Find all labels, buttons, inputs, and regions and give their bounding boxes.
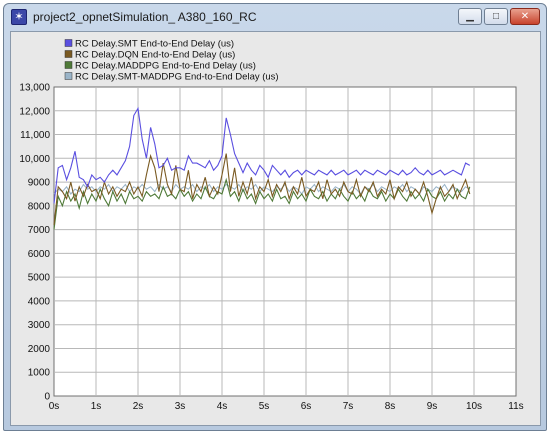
- x-tick-label: 1s: [91, 401, 102, 412]
- y-tick-label: 0: [44, 392, 50, 403]
- y-tick-label: 12,000: [19, 106, 50, 117]
- legend-swatch: [64, 39, 73, 47]
- x-tick-label: 6s: [301, 401, 312, 412]
- y-tick-label: 1000: [28, 368, 51, 379]
- legend-label: RC Delay.SMT End-to-End Delay (us): [75, 39, 234, 50]
- app-icon: ✶: [11, 9, 27, 25]
- x-tick-label: 0s: [49, 401, 60, 412]
- legend-swatch: [64, 61, 73, 69]
- x-axis-ticks: 0s 1s 2s 3s 4s 5s 6s 7s 8s 9s 10s 11s: [49, 401, 524, 412]
- x-tick-label: 4s: [217, 401, 228, 412]
- y-tick-label: 11,000: [20, 130, 50, 141]
- series-line-3: [53, 177, 471, 230]
- legend: RC Delay.SMT End-to-End Delay (us)RC Del…: [64, 39, 279, 83]
- legend-label: RC Delay.MADDPG End-to-End Delay (us): [75, 61, 256, 72]
- x-tick-label: 8s: [385, 401, 396, 412]
- plot-area: [53, 86, 517, 397]
- y-tick-label: 13,000: [19, 83, 50, 94]
- legend-swatch: [64, 72, 73, 80]
- delay-line-chart: 0 1000 2000 3000 4000 5000 6000 7000 8000 9000 10,…: [19, 39, 524, 413]
- series-line-1: [53, 106, 471, 204]
- x-tick-label: 9s: [427, 401, 438, 412]
- plot-window: ✶ project2_opnetSimulation_ A380_160_RC …: [3, 3, 547, 431]
- legend-swatch: [64, 50, 73, 58]
- y-axis-ticks: 0 1000 2000 3000 4000 5000 6000 7000 8000 9000 10,…: [19, 83, 50, 403]
- y-tick-label: 10,000: [19, 154, 50, 165]
- minimize-button[interactable]: ▁: [458, 8, 482, 25]
- x-tick-label: 7s: [343, 401, 354, 412]
- legend-label: RC Delay.SMT-MADDPG End-to-End Delay (us…: [75, 72, 279, 83]
- y-tick-label: 3000: [28, 320, 51, 331]
- series-lines: [53, 106, 471, 230]
- y-tick-label: 4000: [28, 296, 51, 307]
- legend-label: RC Delay.DQN End-to-End Delay (us): [75, 50, 235, 61]
- x-tick-label: 5s: [259, 401, 270, 412]
- y-tick-label: 6000: [28, 249, 51, 260]
- y-tick-label: 7000: [28, 225, 51, 236]
- window-controls: ▁ □ ✕: [458, 8, 540, 25]
- x-tick-label: 3s: [175, 401, 186, 412]
- x-tick-label: 11s: [508, 401, 523, 412]
- window-title: project2_opnetSimulation_ A380_160_RC: [33, 10, 257, 24]
- series-line-2: [53, 153, 471, 225]
- y-tick-label: 9000: [28, 178, 51, 189]
- maximize-button[interactable]: □: [484, 8, 508, 25]
- graph-panel: 0 1000 2000 3000 4000 5000 6000 7000 8000 9000 10,…: [10, 31, 541, 426]
- x-tick-label: 10s: [466, 401, 482, 412]
- close-button[interactable]: ✕: [510, 8, 540, 25]
- title-bar[interactable]: ✶ project2_opnetSimulation_ A380_160_RC …: [4, 4, 546, 30]
- y-tick-label: 5000: [28, 273, 51, 284]
- x-tick-label: 2s: [133, 401, 144, 412]
- y-tick-label: 2000: [28, 344, 51, 355]
- y-tick-label: 8000: [28, 201, 51, 212]
